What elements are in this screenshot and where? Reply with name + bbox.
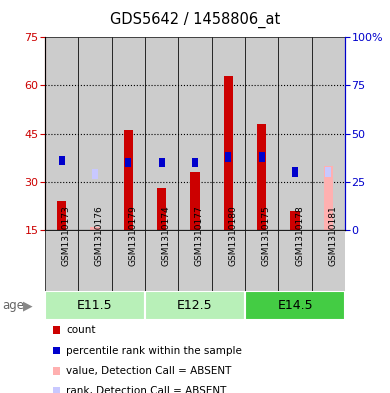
Bar — [245, 291, 345, 320]
Bar — [125, 158, 131, 167]
Bar — [58, 156, 64, 165]
Text: GSM1310178: GSM1310178 — [295, 206, 304, 266]
Text: GSM1310175: GSM1310175 — [262, 206, 271, 266]
Bar — [78, 37, 112, 230]
Bar — [145, 230, 178, 291]
Bar — [259, 152, 265, 162]
Text: count: count — [66, 325, 96, 335]
Bar — [257, 124, 266, 230]
Bar — [278, 37, 312, 230]
Bar — [145, 291, 245, 320]
Bar — [90, 227, 99, 230]
Bar — [212, 37, 245, 230]
Text: value, Detection Call = ABSENT: value, Detection Call = ABSENT — [66, 366, 232, 376]
Bar — [157, 188, 166, 230]
Text: GSM1310181: GSM1310181 — [328, 206, 337, 266]
Bar — [112, 37, 145, 230]
Bar — [45, 230, 78, 291]
Bar — [159, 158, 165, 167]
Text: age: age — [2, 299, 24, 312]
Bar — [92, 169, 98, 179]
Bar — [224, 76, 233, 230]
Text: GSM1310173: GSM1310173 — [62, 206, 71, 266]
Bar — [245, 37, 278, 230]
Bar — [278, 230, 312, 291]
Bar — [245, 230, 278, 291]
Bar — [112, 230, 145, 291]
Bar — [225, 152, 231, 162]
Bar — [312, 37, 345, 230]
Bar — [145, 37, 178, 230]
Bar — [78, 230, 112, 291]
Bar — [192, 158, 198, 167]
Text: E14.5: E14.5 — [277, 299, 313, 312]
Bar — [326, 167, 332, 177]
Bar — [312, 230, 345, 291]
Bar — [57, 201, 66, 230]
Bar — [45, 291, 145, 320]
Bar — [324, 166, 333, 230]
Text: E11.5: E11.5 — [77, 299, 113, 312]
Bar — [178, 37, 212, 230]
Bar — [45, 37, 78, 230]
Text: GSM1310174: GSM1310174 — [161, 206, 171, 266]
Text: GSM1310180: GSM1310180 — [229, 206, 238, 266]
Text: GDS5642 / 1458806_at: GDS5642 / 1458806_at — [110, 11, 280, 28]
Bar — [124, 130, 133, 230]
Text: ▶: ▶ — [23, 299, 33, 312]
Bar — [190, 172, 200, 230]
Text: rank, Detection Call = ABSENT: rank, Detection Call = ABSENT — [66, 386, 227, 393]
Bar — [291, 211, 300, 230]
Text: percentile rank within the sample: percentile rank within the sample — [66, 345, 242, 356]
Text: GSM1310177: GSM1310177 — [195, 206, 204, 266]
Text: E12.5: E12.5 — [177, 299, 213, 312]
Text: GSM1310179: GSM1310179 — [128, 206, 137, 266]
Bar — [178, 230, 212, 291]
Bar — [326, 167, 332, 177]
Text: GSM1310176: GSM1310176 — [95, 206, 104, 266]
Bar — [212, 230, 245, 291]
Bar — [292, 167, 298, 177]
